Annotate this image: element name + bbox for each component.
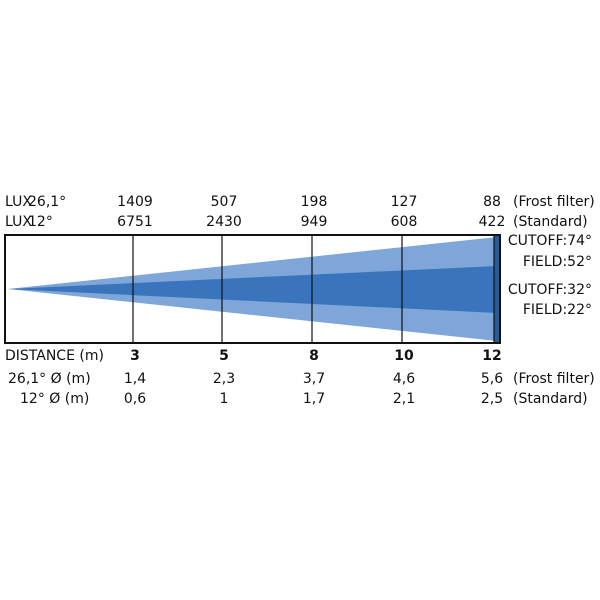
diameter-value: 1,4	[124, 371, 146, 387]
distance-value: 5	[219, 348, 229, 364]
lux-value: 507	[211, 194, 238, 210]
beam-label: CUTOFF:74°	[508, 233, 592, 249]
lux-value: 2430	[206, 214, 242, 230]
diameter-value: 3,7	[303, 371, 325, 387]
lux-value: 198	[301, 194, 328, 210]
lux-value: 422	[479, 214, 506, 230]
diameter-value: 4,6	[393, 371, 415, 387]
row-note: (Standard)	[513, 391, 588, 407]
lux-label: LUX	[5, 214, 32, 230]
beam-label: FIELD:22°	[523, 302, 592, 318]
row-note: (Frost filter)	[513, 194, 595, 210]
lux-value: 6751	[117, 214, 153, 230]
diameter-value: 5,6	[481, 371, 503, 387]
distance-label: DISTANCE (m)	[5, 348, 104, 364]
lux-angle: 12°	[28, 214, 53, 230]
diameter-value: 1	[220, 391, 229, 407]
distance-value: 3	[130, 348, 140, 364]
inner-beam	[8, 266, 497, 313]
lux-value: 949	[301, 214, 328, 230]
distance-value: 12	[482, 348, 501, 364]
lux-value: 88	[483, 194, 501, 210]
lux-value: 127	[391, 194, 418, 210]
distance-value: 8	[309, 348, 319, 364]
frame-border	[4, 234, 501, 344]
row-note: (Standard)	[513, 214, 588, 230]
beam-label: CUTOFF:32°	[508, 282, 592, 298]
end-bar	[494, 236, 500, 342]
diameter-value: 2,3	[213, 371, 235, 387]
diameter-label: 12° Ø (m)	[20, 391, 89, 407]
diameter-value: 1,7	[303, 391, 325, 407]
lux-label: LUX	[5, 194, 32, 210]
lux-value: 1409	[117, 194, 153, 210]
row-note: (Frost filter)	[513, 371, 595, 387]
lux-angle: 26,1°	[28, 194, 66, 210]
lux-value: 608	[391, 214, 418, 230]
distance-value: 10	[394, 348, 414, 364]
diameter-value: 0,6	[124, 391, 146, 407]
diameter-value: 2,5	[481, 391, 503, 407]
beam-label: FIELD:52°	[523, 254, 592, 270]
diameter-label: 26,1° Ø (m)	[8, 371, 91, 387]
diameter-value: 2,1	[393, 391, 415, 407]
